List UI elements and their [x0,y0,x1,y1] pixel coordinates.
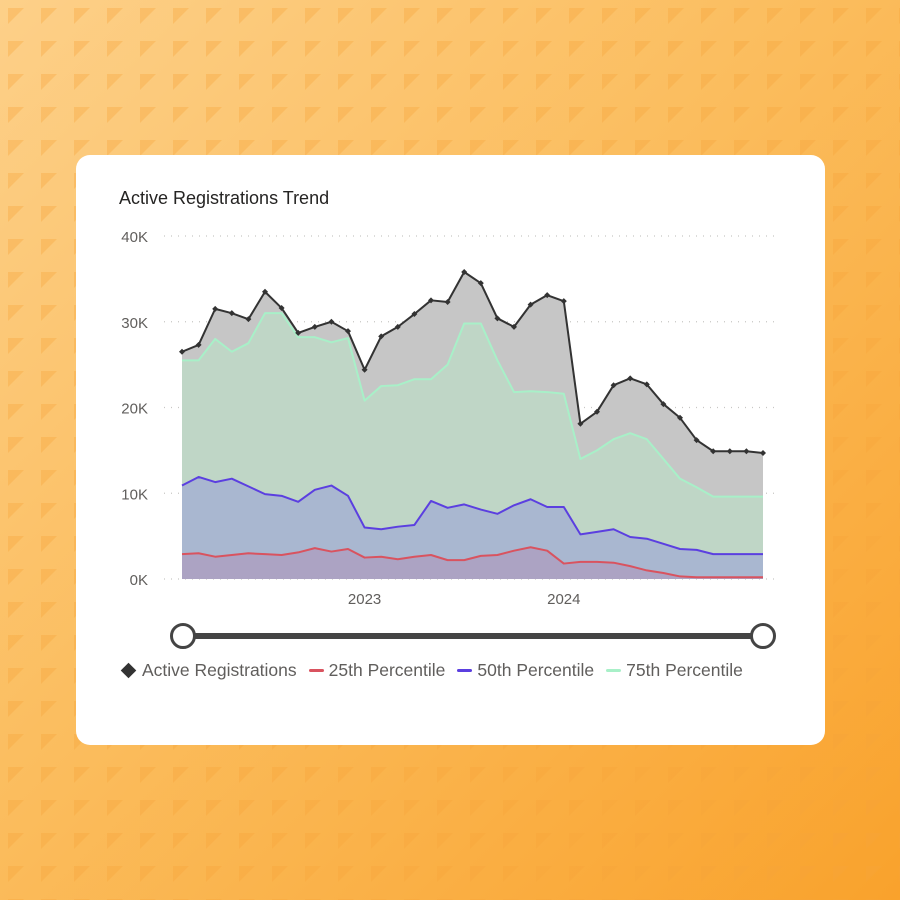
legend-item-50th-percentile[interactable]: 50th Percentile [457,660,594,681]
data-point-marker [262,288,268,295]
data-point-marker [726,448,733,455]
line-25th-percentile [181,546,763,579]
data-point-marker [311,323,318,330]
data-point-marker [444,299,451,306]
data-point-marker [511,323,517,330]
data-point-marker [577,420,584,427]
data-point-marker [295,329,302,336]
line-swatch-icon [457,669,473,672]
line-75th-percentile [182,312,763,498]
data-point-marker [212,305,219,312]
diamond-marker-icon [120,662,137,679]
data-point-marker [345,328,351,335]
data-point-marker [228,310,235,317]
data-point-marker [179,348,185,355]
x-tick-label: 2023 [348,591,381,608]
data-point-marker [195,341,202,348]
data-point-marker [428,297,434,304]
legend-label: Active Registrations [142,660,297,680]
legend-item-25th-percentile[interactable]: 25th Percentile [308,660,446,681]
line-swatch-icon [606,669,622,672]
range-slider-start-handle[interactable] [170,623,196,649]
data-point-marker [544,292,551,299]
y-tick-label: 20K [121,401,148,418]
data-point-marker [328,318,335,325]
x-tick-label: 2024 [547,591,580,608]
data-point-marker [494,315,501,322]
legend-label: 75th Percentile [626,660,743,680]
y-tick-label: 0K [130,572,148,589]
data-point-marker [378,333,385,340]
data-point-marker [527,301,534,308]
data-point-marker [394,323,401,330]
data-point-marker [643,381,650,388]
data-point-marker [693,437,700,444]
data-point-marker [560,298,567,305]
data-point-marker [594,408,600,415]
y-tick-label: 10K [121,486,148,503]
data-point-marker [610,382,617,389]
data-point-marker [245,316,252,323]
data-point-marker [627,375,634,382]
data-point-marker [677,414,683,421]
legend-label: 50th Percentile [477,660,595,680]
data-point-marker [477,280,484,287]
data-point-marker [278,305,285,312]
area-25th-percentile [182,547,763,579]
data-point-marker [710,448,717,455]
data-point-marker [411,311,418,318]
y-tick-label: 30K [121,315,148,332]
data-point-marker [760,449,766,456]
legend-item-75th-percentile[interactable]: 75th Percentile [606,660,743,681]
data-point-marker [361,366,368,373]
data-point-marker [660,401,667,408]
chart-title: Active Registrations Trend [119,188,330,208]
line-active-registrations [181,271,764,454]
legend-label: 25th Percentile [328,660,446,680]
y-tick-label: 40K [121,229,148,246]
data-point-marker [461,269,468,276]
data-point-marker [743,448,750,455]
area-chart: 0K 10K 20K 30K 40K 2023 2024 [121,229,776,649]
line-50th-percentile [181,475,763,556]
legend: Active Registrations 25th Percentile 50t… [120,660,743,681]
chart-card: Active Registrations Trend 0K 10K 20K 30K 40… [76,155,825,745]
legend-item-active-registrations[interactable]: Active Registrations [120,660,297,681]
range-slider-end-handle[interactable] [750,623,776,649]
line-swatch-icon [308,669,324,672]
